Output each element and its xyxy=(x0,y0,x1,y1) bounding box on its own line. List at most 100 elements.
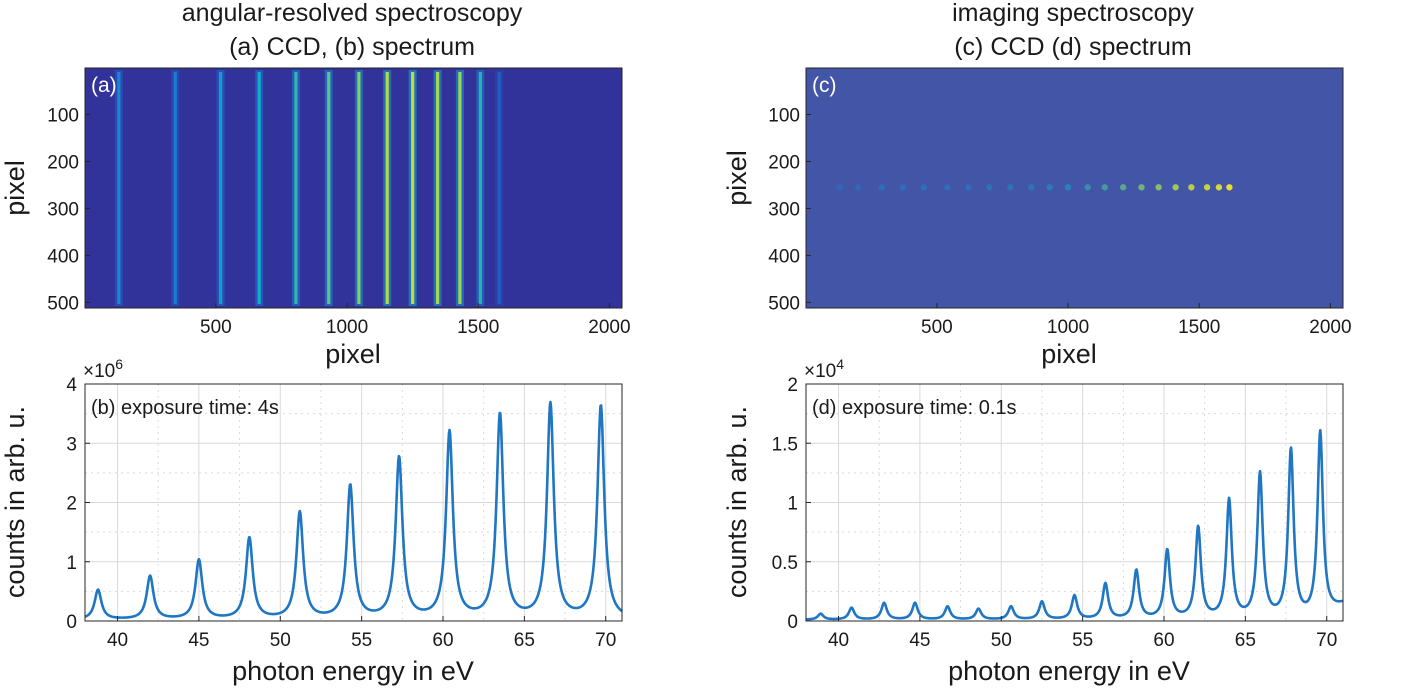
ccd-a-xlabel: pixel xyxy=(325,339,381,369)
spectrum-d-ytick-0.5: 0.5 xyxy=(772,553,798,574)
panel-a-ccd: 500 1000 1500 2000 100 200 300 400 500 (a) pixel… xyxy=(0,67,631,369)
spectrum-d-ticks: 40 45 50 55 60 65 70 0 0.5 1 1.5 2 xyxy=(772,375,1338,651)
spectrum-b-xtick-40: 40 xyxy=(107,630,128,651)
ccd-c-panel-label: (c) xyxy=(812,74,837,97)
spectrum-d-xtick-70: 70 xyxy=(1316,630,1337,651)
spectrum-b-xtick-70: 70 xyxy=(595,630,616,651)
ccd-c-xtick-1500: 1500 xyxy=(1178,317,1220,338)
ccd-c-ytick-100: 100 xyxy=(768,105,800,126)
ccd-c-spot-3 xyxy=(878,184,886,191)
ccd-a-line-11 xyxy=(458,72,462,304)
ccd-a-line-9 xyxy=(411,72,415,304)
ccd-c-spot-18 xyxy=(1172,184,1179,191)
ccd-c-spot-15 xyxy=(1119,184,1127,191)
ccd-a-ytick-100: 100 xyxy=(47,105,79,126)
spectrum-d-xtick-50: 50 xyxy=(991,630,1012,651)
ccd-c-xtick-2000: 2000 xyxy=(1309,317,1351,338)
ccd-a-ytick-500: 500 xyxy=(47,293,79,314)
ccd-c-spot-4 xyxy=(899,184,907,191)
ccd-c-ytick-400: 400 xyxy=(768,246,800,267)
ccd-a-frame xyxy=(84,67,623,309)
ccd-c-spot-16 xyxy=(1138,184,1145,191)
ccd-c-ytick-300: 300 xyxy=(768,199,800,220)
ccd-c-spot-13 xyxy=(1084,184,1091,191)
ccd-a-line-13 xyxy=(497,72,501,304)
ccd-a-line-6 xyxy=(327,72,331,304)
spectrum-d-xtick-60: 60 xyxy=(1153,630,1174,651)
spectrum-d-xtick-40: 40 xyxy=(828,630,849,651)
ccd-a-xtick-1000: 1000 xyxy=(326,317,368,338)
ccd-a-line-12 xyxy=(478,72,482,304)
spectrum-b-xlabel: photon energy in eV xyxy=(232,656,474,686)
spectrum-d-xtick-55: 55 xyxy=(1072,630,1093,651)
ccd-c-spot-12 xyxy=(1064,184,1072,191)
spectrum-b-exponent: ×106 xyxy=(83,356,123,382)
ccd-c-spot-1 xyxy=(836,184,844,191)
ccd-a-ticks: 500 1000 1500 2000 100 200 300 400 500 xyxy=(47,105,630,338)
ccd-c-xtick-1000: 1000 xyxy=(1047,317,1089,338)
panel-b-spectrum: 40 45 50 55 60 65 70 0 1 2 3 4 ×106 (b) exposure ti… xyxy=(0,356,623,686)
spectrum-b-xtick-50: 50 xyxy=(270,630,291,651)
spectrum-d-exponent-base: ×10 xyxy=(804,361,836,382)
ccd-a-line-5 xyxy=(294,72,298,304)
ccd-a-line-10 xyxy=(435,72,440,304)
spectrum-b-ytick-4: 4 xyxy=(66,375,77,396)
ccd-a-ytick-300: 300 xyxy=(47,199,79,220)
ccd-c-spot-10 xyxy=(1028,184,1035,191)
left-title-line1: angular-resolved spectroscopy xyxy=(182,0,523,27)
right-title-line1: imaging spectroscopy xyxy=(952,0,1194,27)
ccd-a-xtick-1500: 1500 xyxy=(457,317,499,338)
ccd-c-spot-9 xyxy=(1007,184,1014,191)
ccd-a-line-7 xyxy=(357,72,361,304)
ccd-c-ticks: 500 1000 1500 2000 100 200 300 400 500 xyxy=(768,105,1351,338)
spectrum-d-xlabel: photon energy in eV xyxy=(948,656,1190,686)
spectrum-d-xtick-65: 65 xyxy=(1235,630,1256,651)
spectrum-d-xtick-45: 45 xyxy=(909,630,930,651)
ccd-a-background xyxy=(85,68,622,308)
ccd-c-spot-20 xyxy=(1203,184,1211,191)
ccd-c-ytick-500: 500 xyxy=(768,293,800,314)
ccd-c-spot-2 xyxy=(855,184,862,191)
spectrum-b-exponent-base: ×10 xyxy=(83,361,115,382)
spectrum-d-ytick-1.5: 1.5 xyxy=(772,434,798,455)
spectrum-b-xtick-65: 65 xyxy=(514,630,535,651)
right-title-line2: (c) CCD (d) spectrum xyxy=(954,33,1192,61)
spectrum-d-exponent-power: 4 xyxy=(836,356,844,372)
spectrum-d-exponent: ×104 xyxy=(804,356,844,382)
ccd-a-panel-label: (a) xyxy=(91,74,117,97)
ccd-a-line-1 xyxy=(117,72,121,304)
ccd-a-line-8 xyxy=(385,72,389,304)
ccd-a-line-3 xyxy=(219,72,223,304)
spectrum-d-annotation: (d) exposure time: 0.1s xyxy=(812,397,1017,419)
ccd-c-spot-8 xyxy=(986,184,993,191)
ccd-c-spots xyxy=(836,184,1233,191)
ccd-c-spot-7 xyxy=(965,184,972,191)
panel-d-spectrum: 40 45 50 55 60 65 70 0 0.5 1 1.5 2 ×104 (d) exposur… xyxy=(722,356,1344,686)
spectrum-b-ytick-0: 0 xyxy=(66,612,77,633)
spectrum-b-ticks: 40 45 50 55 60 65 70 0 1 2 3 4 xyxy=(66,375,616,651)
left-title-line2: (a) CCD, (b) spectrum xyxy=(229,33,475,61)
spectrum-b-series-line xyxy=(84,400,623,619)
ccd-a-xtick-500: 500 xyxy=(200,317,232,338)
spectrum-b-ytick-3: 3 xyxy=(66,434,77,455)
spectrum-d-ytick-0: 0 xyxy=(787,612,798,633)
ccd-c-ylabel: pixel xyxy=(722,150,752,206)
ccd-c-spot-19 xyxy=(1188,184,1195,191)
ccd-c-xlabel: pixel xyxy=(1041,339,1097,369)
ccd-a-ytick-400: 400 xyxy=(47,246,79,267)
ccd-c-spot-22 xyxy=(1226,184,1233,191)
ccd-c-frame xyxy=(805,67,1344,309)
ccd-c-spot-21 xyxy=(1215,184,1223,191)
ccd-c-spot-17 xyxy=(1155,184,1162,191)
spectrum-b-ytick-1: 1 xyxy=(66,553,77,574)
spectrum-b-ytick-2: 2 xyxy=(66,494,77,515)
spectrum-d-series-line xyxy=(805,428,1344,621)
spectrum-d-ylabel: counts in arb. u. xyxy=(722,406,752,598)
ccd-c-background xyxy=(806,68,1343,308)
spectrum-b-xtick-55: 55 xyxy=(351,630,372,651)
spectrum-d-ytick-2: 2 xyxy=(787,375,798,396)
ccd-a-xtick-2000: 2000 xyxy=(588,317,630,338)
spectrum-b-xtick-60: 60 xyxy=(432,630,453,651)
spectrum-b-exponent-power: 6 xyxy=(115,356,123,372)
